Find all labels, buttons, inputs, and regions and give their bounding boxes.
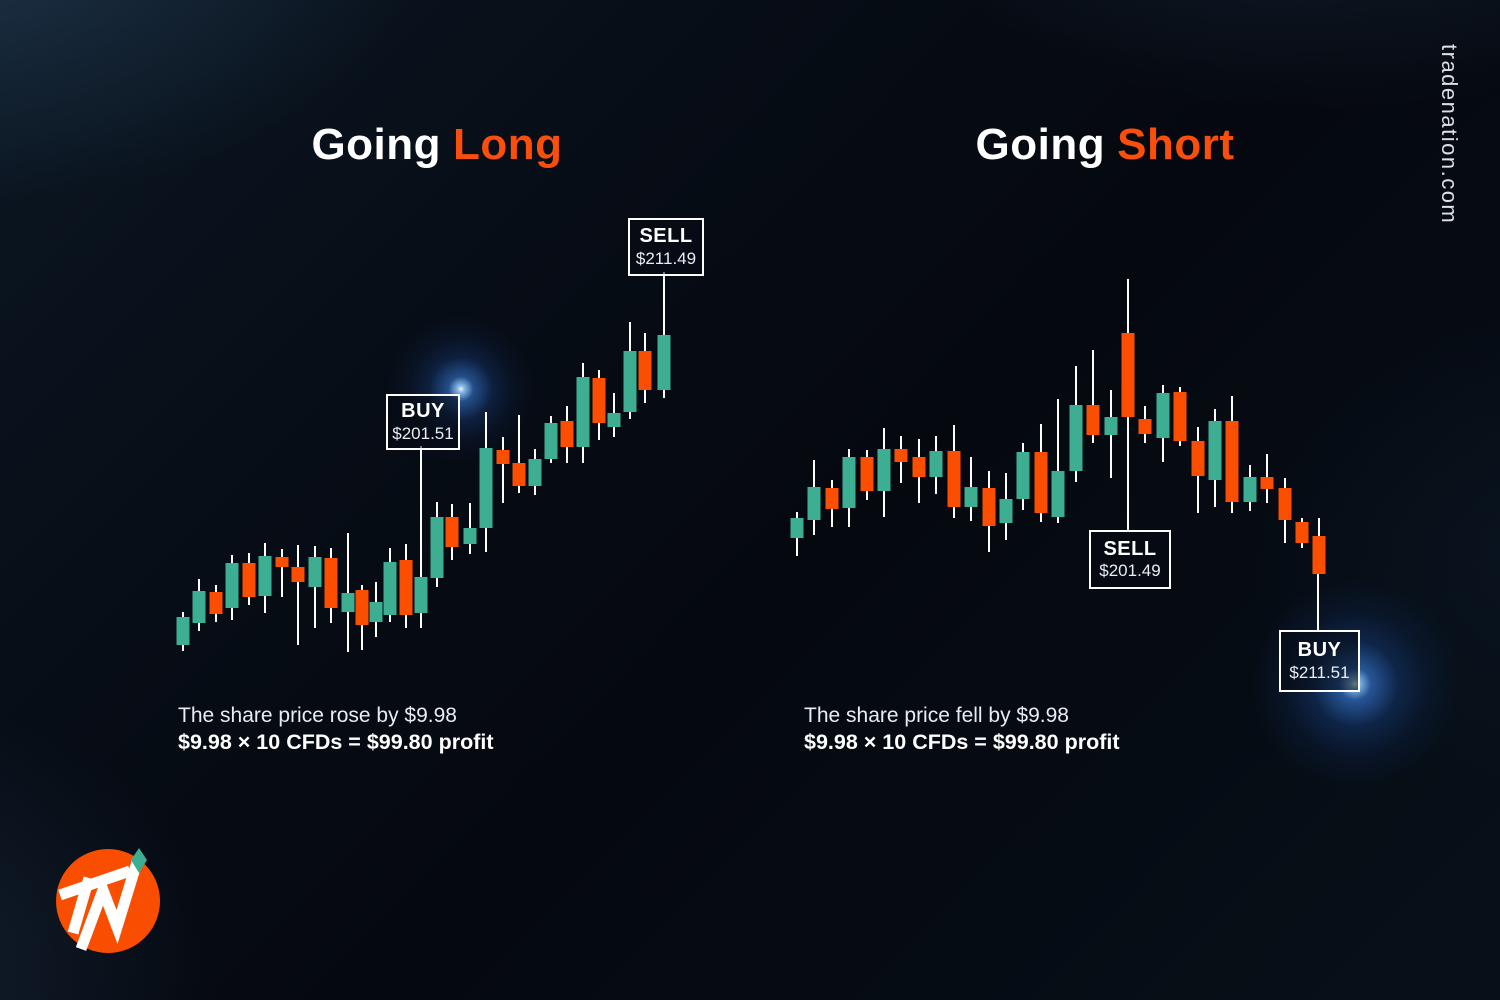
- candle-body-down: [825, 488, 839, 509]
- candle-body-up: [1243, 477, 1257, 502]
- candle-body-down: [912, 457, 926, 477]
- candle-body-up: [1156, 393, 1170, 438]
- candle-body-up: [1069, 405, 1083, 471]
- candle-body-up: [790, 518, 804, 538]
- candle-body-up: [176, 617, 190, 645]
- title-right-accent: Short: [1117, 120, 1235, 169]
- candle-body-down: [1121, 333, 1135, 417]
- caption-right-line2: $9.98 × 10 CFDs = $99.80 profit: [804, 730, 1120, 754]
- candle-body-down: [1191, 441, 1205, 476]
- candle-body-up: [414, 577, 428, 613]
- candle-body-down: [592, 378, 606, 423]
- candle-body-up: [341, 593, 355, 612]
- candle-body-down: [445, 517, 459, 547]
- candle-body-down: [1034, 452, 1048, 513]
- candle-body-up: [999, 499, 1013, 523]
- candle-body-down: [860, 457, 874, 491]
- candle-body-down: [1138, 419, 1152, 434]
- watermark-url: tradenation.com: [1437, 44, 1462, 225]
- candle-body-up: [430, 517, 444, 578]
- sell-price-right: $201.49: [1099, 561, 1161, 581]
- candle-body-down: [982, 488, 996, 526]
- candle-body-up: [576, 377, 590, 447]
- candle-body-up: [964, 487, 978, 507]
- buy-price-left: $201.51: [392, 423, 454, 443]
- candle-body-down: [1086, 405, 1100, 435]
- candle-body-down: [355, 590, 369, 625]
- buy-label-right: BUY $211.51: [1279, 630, 1360, 692]
- title-going-short: Going Short: [855, 120, 1355, 170]
- buy-price-right: $211.51: [1289, 662, 1350, 682]
- trade-nation-logo: [56, 848, 160, 953]
- candle-body-up: [369, 602, 383, 622]
- caption-left: The share price rose by $9.98 $9.98 × 10…: [178, 703, 494, 755]
- candle-body-down: [1173, 392, 1187, 441]
- buy-label-left: BUY $201.51: [386, 394, 460, 450]
- buy-action-left: BUY: [401, 400, 445, 423]
- title-right-prefix: Going: [975, 120, 1106, 169]
- candle-body-up: [528, 459, 542, 486]
- caption-left-line1: The share price rose by $9.98: [178, 704, 457, 727]
- sell-action-right: SELL: [1103, 537, 1157, 560]
- candle-body-up: [877, 449, 891, 491]
- candle-body-down: [1225, 421, 1239, 502]
- candle-body-up: [383, 562, 397, 615]
- candle-body-up: [479, 448, 493, 528]
- candle-body-down: [1295, 522, 1309, 543]
- sell-label-left: SELL $211.49: [628, 218, 704, 276]
- candle-body-down: [512, 463, 526, 486]
- candle-body-up: [225, 563, 239, 608]
- candle-body-down: [638, 351, 652, 390]
- candle-body-up: [807, 487, 821, 520]
- candle-body-down: [399, 560, 413, 615]
- candle-body-down: [275, 557, 289, 567]
- candle-body-down: [496, 450, 510, 464]
- candle-body-down: [242, 563, 256, 597]
- sell-action-left: SELL: [639, 225, 693, 248]
- candle-body-up: [1208, 421, 1222, 480]
- candle-body-up: [929, 451, 943, 477]
- candle-body-down: [1312, 536, 1326, 574]
- sell-price-left: $211.49: [635, 248, 697, 268]
- candle-body-up: [1016, 452, 1030, 499]
- title-left-accent: Long: [453, 120, 563, 169]
- candle-body-down: [947, 451, 961, 507]
- candle-body-up: [308, 557, 322, 587]
- candle-body-down: [1278, 488, 1292, 520]
- candle-body-down: [560, 421, 574, 447]
- candle-body-up: [192, 591, 206, 623]
- candle-body-down: [1260, 477, 1274, 489]
- sell-label-right: SELL $201.49: [1089, 530, 1171, 589]
- candle-body-down: [894, 449, 908, 462]
- title-going-long: Going Long: [187, 120, 687, 170]
- title-left-prefix: Going: [311, 120, 442, 169]
- candle-body-up: [1051, 471, 1065, 517]
- candle-body-down: [209, 592, 223, 614]
- caption-right: The share price fell by $9.98 $9.98 × 10…: [804, 703, 1120, 755]
- candle-body-down: [291, 567, 305, 582]
- logo-diamond: [131, 848, 147, 873]
- candle-body-up: [258, 556, 272, 596]
- candle-body-down: [324, 558, 338, 608]
- logo-monogram: [58, 860, 143, 951]
- candle-body-up: [544, 423, 558, 459]
- candle-body-up: [607, 413, 621, 427]
- candle-body-up: [1104, 417, 1118, 435]
- candle-body-up: [623, 351, 637, 412]
- caption-right-line1: The share price fell by $9.98: [804, 704, 1069, 727]
- candle-body-up: [657, 335, 671, 390]
- candle-body-up: [463, 528, 477, 544]
- caption-left-line2: $9.98 × 10 CFDs = $99.80 profit: [178, 730, 494, 754]
- candle-body-up: [842, 457, 856, 508]
- buy-action-right: BUY: [1297, 639, 1342, 662]
